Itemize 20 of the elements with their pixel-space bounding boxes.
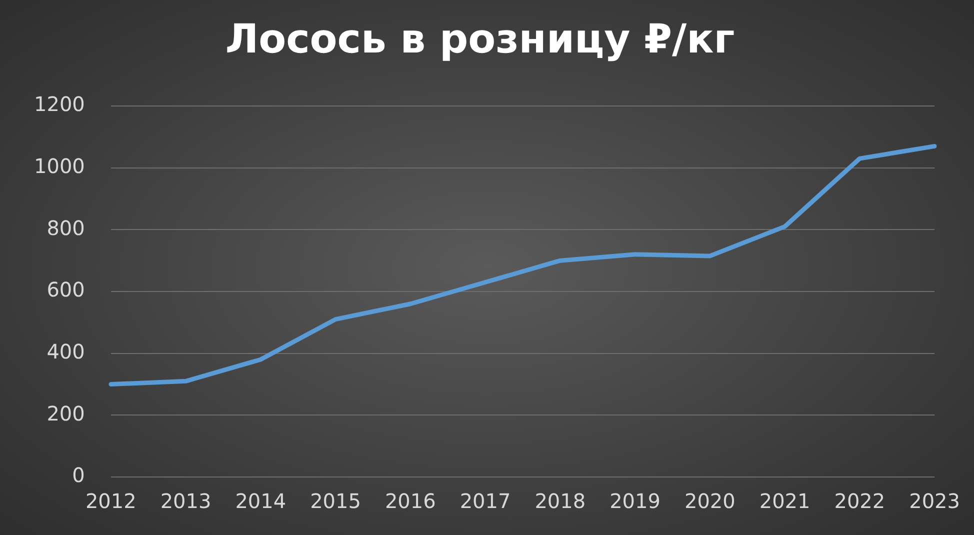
x-tick-label: 2023 bbox=[909, 489, 960, 514]
x-tick-label: 2018 bbox=[534, 489, 586, 514]
y-tick-label: 1200 bbox=[34, 92, 85, 116]
x-tick-label: 2014 bbox=[235, 489, 286, 514]
x-tick-label: 2016 bbox=[384, 489, 436, 514]
y-tick-label: 800 bbox=[46, 216, 85, 240]
x-tick-label: 2022 bbox=[834, 489, 886, 514]
y-tick-label: 0 bbox=[72, 463, 85, 488]
y-tick-label: 400 bbox=[46, 340, 85, 364]
x-tick-label: 2017 bbox=[460, 489, 511, 514]
x-tick-label: 2013 bbox=[160, 489, 212, 514]
y-tick-label: 1000 bbox=[34, 154, 85, 178]
x-tick-label: 2012 bbox=[85, 489, 136, 514]
x-tick-label: 2021 bbox=[759, 489, 810, 514]
x-tick-label: 2015 bbox=[310, 489, 361, 514]
x-tick-label: 2020 bbox=[684, 489, 736, 514]
y-tick-label: 600 bbox=[46, 278, 85, 302]
y-tick-label: 200 bbox=[46, 401, 85, 426]
chart-title: Лосось в розницу ₽/кг bbox=[225, 16, 735, 62]
x-tick-label: 2019 bbox=[610, 489, 660, 514]
